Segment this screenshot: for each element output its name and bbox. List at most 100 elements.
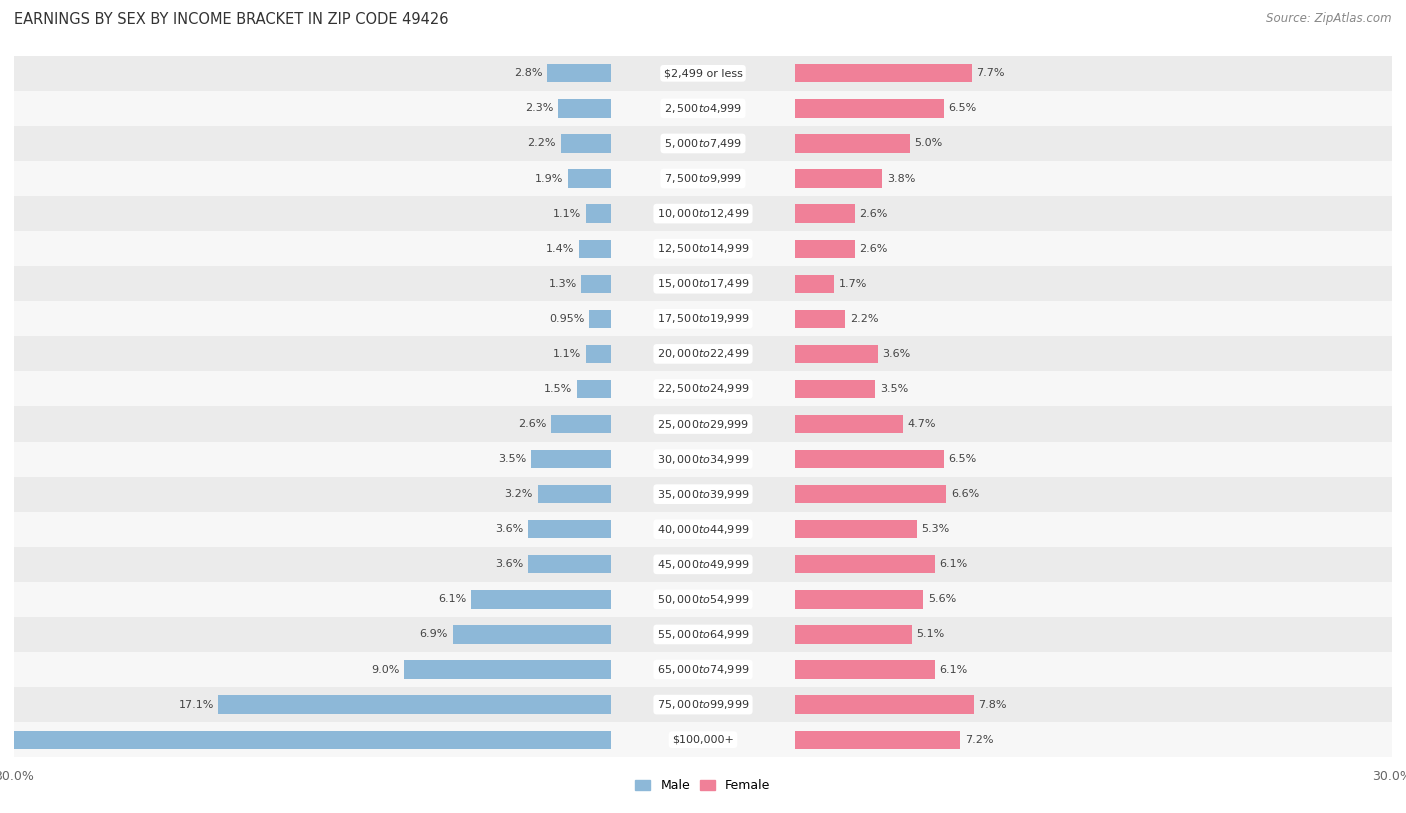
Text: $5,000 to $7,499: $5,000 to $7,499: [664, 137, 742, 150]
Bar: [794, 310, 845, 328]
Text: 1.1%: 1.1%: [553, 209, 581, 219]
Text: 2.2%: 2.2%: [527, 138, 555, 149]
Text: 1.5%: 1.5%: [544, 384, 572, 394]
Bar: [14, 582, 1392, 617]
Text: 5.6%: 5.6%: [928, 594, 956, 604]
Text: 6.9%: 6.9%: [420, 629, 449, 640]
Bar: [579, 240, 612, 258]
Bar: [794, 345, 877, 363]
Text: 3.2%: 3.2%: [505, 489, 533, 499]
Text: $10,000 to $12,499: $10,000 to $12,499: [657, 207, 749, 220]
Text: $50,000 to $54,999: $50,000 to $54,999: [657, 593, 749, 606]
Text: 1.1%: 1.1%: [553, 349, 581, 359]
Bar: [14, 56, 1392, 91]
Text: EARNINGS BY SEX BY INCOME BRACKET IN ZIP CODE 49426: EARNINGS BY SEX BY INCOME BRACKET IN ZIP…: [14, 12, 449, 27]
Bar: [14, 511, 1392, 547]
Text: 1.7%: 1.7%: [838, 279, 868, 289]
Bar: [794, 520, 917, 538]
Bar: [0, 731, 612, 749]
Bar: [794, 485, 946, 503]
Text: $22,500 to $24,999: $22,500 to $24,999: [657, 382, 749, 395]
Text: 0.95%: 0.95%: [550, 314, 585, 324]
Text: 6.1%: 6.1%: [939, 664, 967, 675]
Text: $7,500 to $9,999: $7,500 to $9,999: [664, 172, 742, 185]
Text: 4.7%: 4.7%: [907, 419, 936, 429]
Text: $25,000 to $29,999: $25,000 to $29,999: [657, 418, 749, 431]
Bar: [794, 450, 945, 468]
Text: 3.8%: 3.8%: [887, 173, 915, 184]
Text: 3.6%: 3.6%: [496, 559, 524, 569]
Text: 3.5%: 3.5%: [498, 454, 526, 464]
Bar: [14, 476, 1392, 511]
Text: $2,499 or less: $2,499 or less: [664, 68, 742, 78]
Bar: [547, 64, 612, 82]
Text: 5.0%: 5.0%: [914, 138, 942, 149]
Text: 6.1%: 6.1%: [939, 559, 967, 569]
Bar: [529, 555, 612, 573]
Bar: [794, 555, 935, 573]
Bar: [794, 380, 875, 398]
Bar: [471, 590, 612, 608]
Bar: [558, 99, 612, 118]
Text: 2.3%: 2.3%: [526, 103, 554, 113]
Bar: [531, 450, 612, 468]
Bar: [794, 695, 974, 714]
Text: 2.6%: 2.6%: [859, 244, 887, 254]
Bar: [576, 380, 612, 398]
Text: 9.0%: 9.0%: [371, 664, 399, 675]
Text: 3.6%: 3.6%: [882, 349, 910, 359]
Text: 5.1%: 5.1%: [917, 629, 945, 640]
Bar: [14, 91, 1392, 126]
Bar: [794, 205, 855, 223]
Bar: [14, 302, 1392, 337]
Text: 3.6%: 3.6%: [496, 524, 524, 534]
Text: $2,500 to $4,999: $2,500 to $4,999: [664, 102, 742, 115]
Text: $12,500 to $14,999: $12,500 to $14,999: [657, 242, 749, 255]
Text: $75,000 to $99,999: $75,000 to $99,999: [657, 698, 749, 711]
Bar: [794, 240, 855, 258]
Legend: Male, Female: Male, Female: [630, 774, 776, 798]
Bar: [586, 345, 612, 363]
Text: $30,000 to $34,999: $30,000 to $34,999: [657, 453, 749, 466]
Bar: [14, 231, 1392, 266]
Text: 2.6%: 2.6%: [519, 419, 547, 429]
Bar: [794, 169, 882, 188]
Bar: [14, 196, 1392, 231]
Text: 5.3%: 5.3%: [921, 524, 949, 534]
Text: $55,000 to $64,999: $55,000 to $64,999: [657, 628, 749, 641]
Bar: [794, 275, 834, 293]
Bar: [794, 590, 924, 608]
Bar: [561, 134, 612, 153]
Text: 7.7%: 7.7%: [976, 68, 1005, 78]
Bar: [14, 372, 1392, 406]
Text: $20,000 to $22,499: $20,000 to $22,499: [657, 347, 749, 360]
Bar: [589, 310, 612, 328]
Text: $45,000 to $49,999: $45,000 to $49,999: [657, 558, 749, 571]
Text: $100,000+: $100,000+: [672, 735, 734, 745]
Bar: [14, 687, 1392, 722]
Text: 2.2%: 2.2%: [851, 314, 879, 324]
Text: Source: ZipAtlas.com: Source: ZipAtlas.com: [1267, 12, 1392, 25]
Bar: [551, 415, 612, 433]
Bar: [568, 169, 612, 188]
Text: 1.4%: 1.4%: [546, 244, 575, 254]
Bar: [794, 625, 912, 644]
Bar: [794, 660, 935, 679]
Text: 2.6%: 2.6%: [859, 209, 887, 219]
Text: $40,000 to $44,999: $40,000 to $44,999: [657, 523, 749, 536]
Text: 7.8%: 7.8%: [979, 700, 1007, 710]
Bar: [14, 722, 1392, 757]
Text: 6.6%: 6.6%: [950, 489, 979, 499]
Text: 17.1%: 17.1%: [179, 700, 214, 710]
Bar: [453, 625, 612, 644]
Text: 6.5%: 6.5%: [949, 103, 977, 113]
Bar: [14, 266, 1392, 302]
Text: 2.8%: 2.8%: [513, 68, 543, 78]
Text: 6.1%: 6.1%: [439, 594, 467, 604]
Bar: [218, 695, 612, 714]
Bar: [794, 64, 972, 82]
Bar: [794, 415, 903, 433]
Bar: [14, 161, 1392, 196]
Text: $15,000 to $17,499: $15,000 to $17,499: [657, 277, 749, 290]
Bar: [586, 205, 612, 223]
